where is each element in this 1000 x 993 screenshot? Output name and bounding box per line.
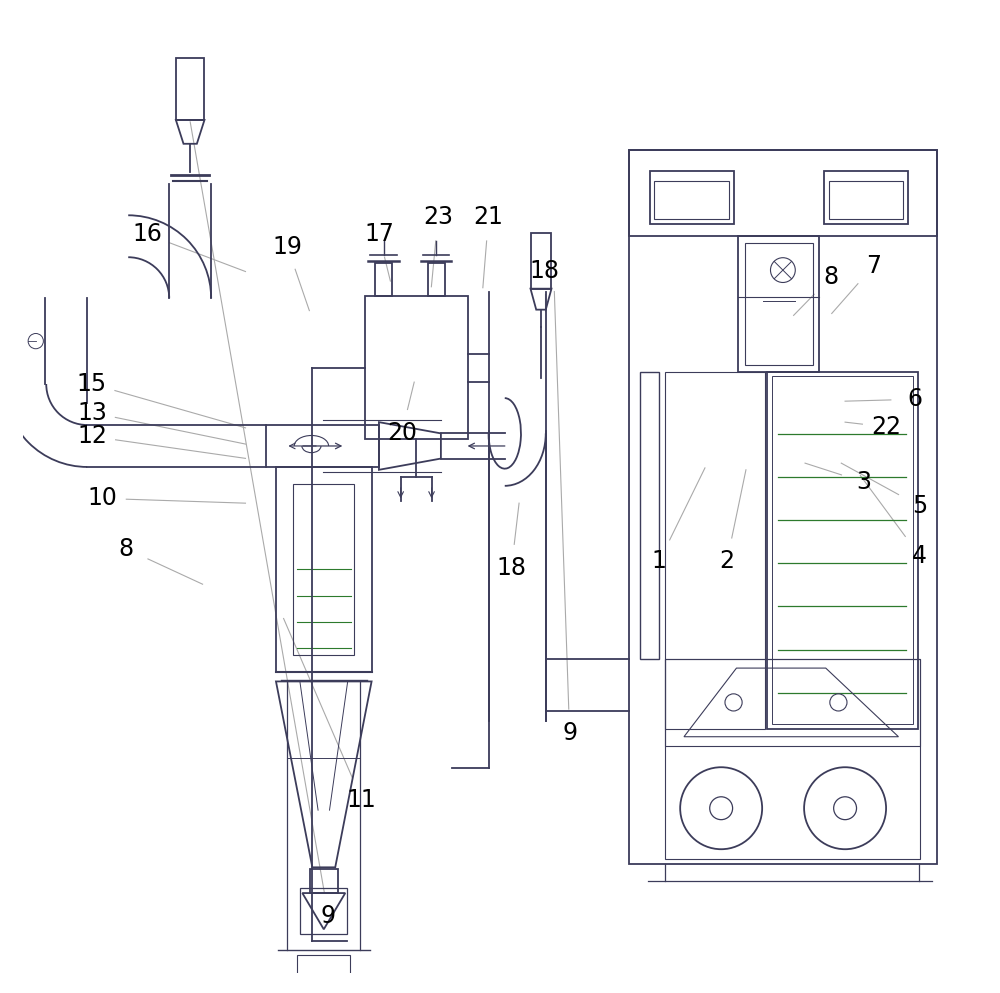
Bar [176,58,204,120]
Text: 23: 23 [423,206,453,229]
Bar [297,955,350,984]
Bar [375,263,392,296]
Text: 4: 4 [912,543,927,568]
Bar [300,889,347,934]
Text: 3: 3 [857,471,872,495]
Text: 9: 9 [562,721,577,745]
Text: 10: 10 [88,487,117,510]
Text: 11: 11 [347,787,377,811]
Text: 18: 18 [530,258,560,283]
Bar [767,371,918,729]
Bar [772,376,913,724]
Bar [824,172,908,223]
Text: 7: 7 [866,254,881,278]
Text: 9: 9 [321,904,336,927]
Text: 17: 17 [364,222,394,246]
Text: 12: 12 [77,424,107,449]
Text: 8: 8 [823,265,838,289]
Bar [428,263,445,296]
Text: 5: 5 [912,495,927,518]
Text: 15: 15 [77,372,107,396]
Bar [629,151,937,864]
Text: 13: 13 [77,400,107,425]
Bar [640,371,659,658]
Text: 22: 22 [871,415,901,439]
Text: 20: 20 [387,421,417,445]
Bar [650,172,734,223]
Bar [531,233,551,289]
Text: 19: 19 [272,234,302,259]
Bar [629,151,937,236]
Bar [738,236,819,371]
Bar [654,181,729,219]
Bar [276,467,372,672]
Text: 1: 1 [652,549,667,573]
Bar [310,869,338,893]
Bar [745,243,813,365]
Text: 21: 21 [474,206,503,229]
Bar [829,181,903,219]
Text: 8: 8 [119,537,134,561]
Bar [665,658,920,859]
Bar [266,425,379,467]
Text: 6: 6 [907,387,922,411]
Text: 2: 2 [719,549,734,573]
Bar [665,658,920,747]
Bar [365,296,468,439]
Bar [665,371,765,729]
Text: 16: 16 [132,222,162,246]
Text: 18: 18 [496,556,526,580]
Bar [293,485,354,654]
